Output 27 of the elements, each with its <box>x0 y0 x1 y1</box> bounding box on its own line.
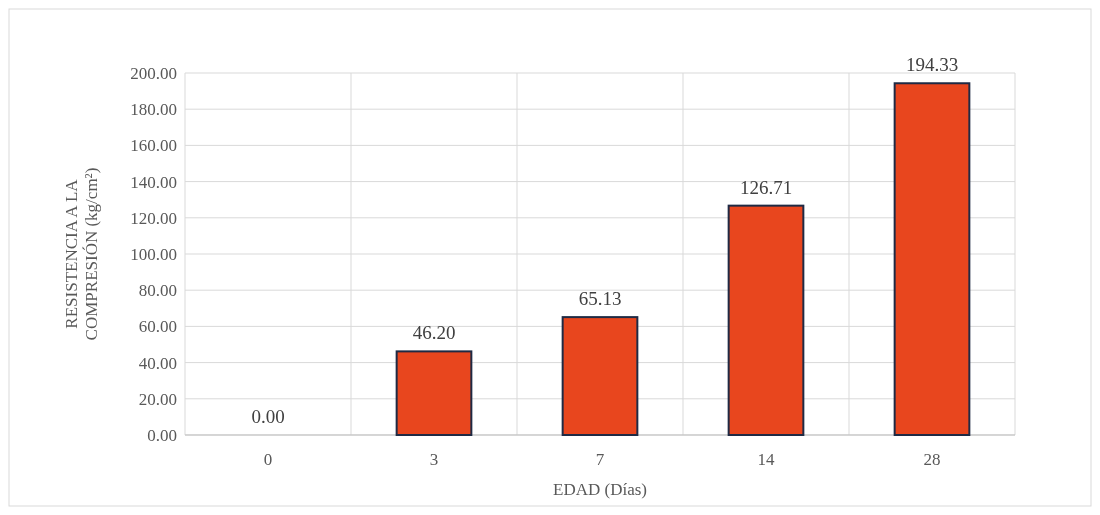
bar <box>727 204 805 436</box>
data-label: 46.20 <box>412 322 456 344</box>
y-axis-title: RESISTENCIA A LA COMPRESIÓN (kg/cm²) <box>61 167 101 341</box>
x-tick-label: 14 <box>757 450 775 469</box>
data-label: 194.33 <box>905 54 959 76</box>
bar <box>561 316 639 436</box>
y-tick-label: 20.00 <box>138 389 177 409</box>
data-label: 126.71 <box>739 176 793 198</box>
bar <box>893 82 971 436</box>
y-tick-label: 0.00 <box>147 425 177 445</box>
y-tick-label: 80.00 <box>138 281 177 301</box>
y-tick-label: 140.00 <box>130 172 177 192</box>
bar <box>395 350 473 436</box>
y-tick-label: 40.00 <box>138 353 177 373</box>
x-tick-label: 7 <box>595 450 605 469</box>
x-axis-title: EDAD (Días) <box>553 480 647 499</box>
y-tick-label: 160.00 <box>130 136 177 156</box>
y-tick-label: 120.00 <box>130 208 177 228</box>
x-tick-label: 3 <box>429 450 439 469</box>
x-tick-label: 28 <box>923 450 941 469</box>
y-tick-label: 60.00 <box>138 317 177 337</box>
y-tick-label: 200.00 <box>130 63 177 83</box>
data-label: 0.00 <box>251 406 285 427</box>
y-tick-label: 180.00 <box>130 100 177 120</box>
x-tick-label: 0 <box>263 450 273 469</box>
y-tick-label: 100.00 <box>130 244 177 264</box>
data-label: 65.13 <box>578 288 622 310</box>
